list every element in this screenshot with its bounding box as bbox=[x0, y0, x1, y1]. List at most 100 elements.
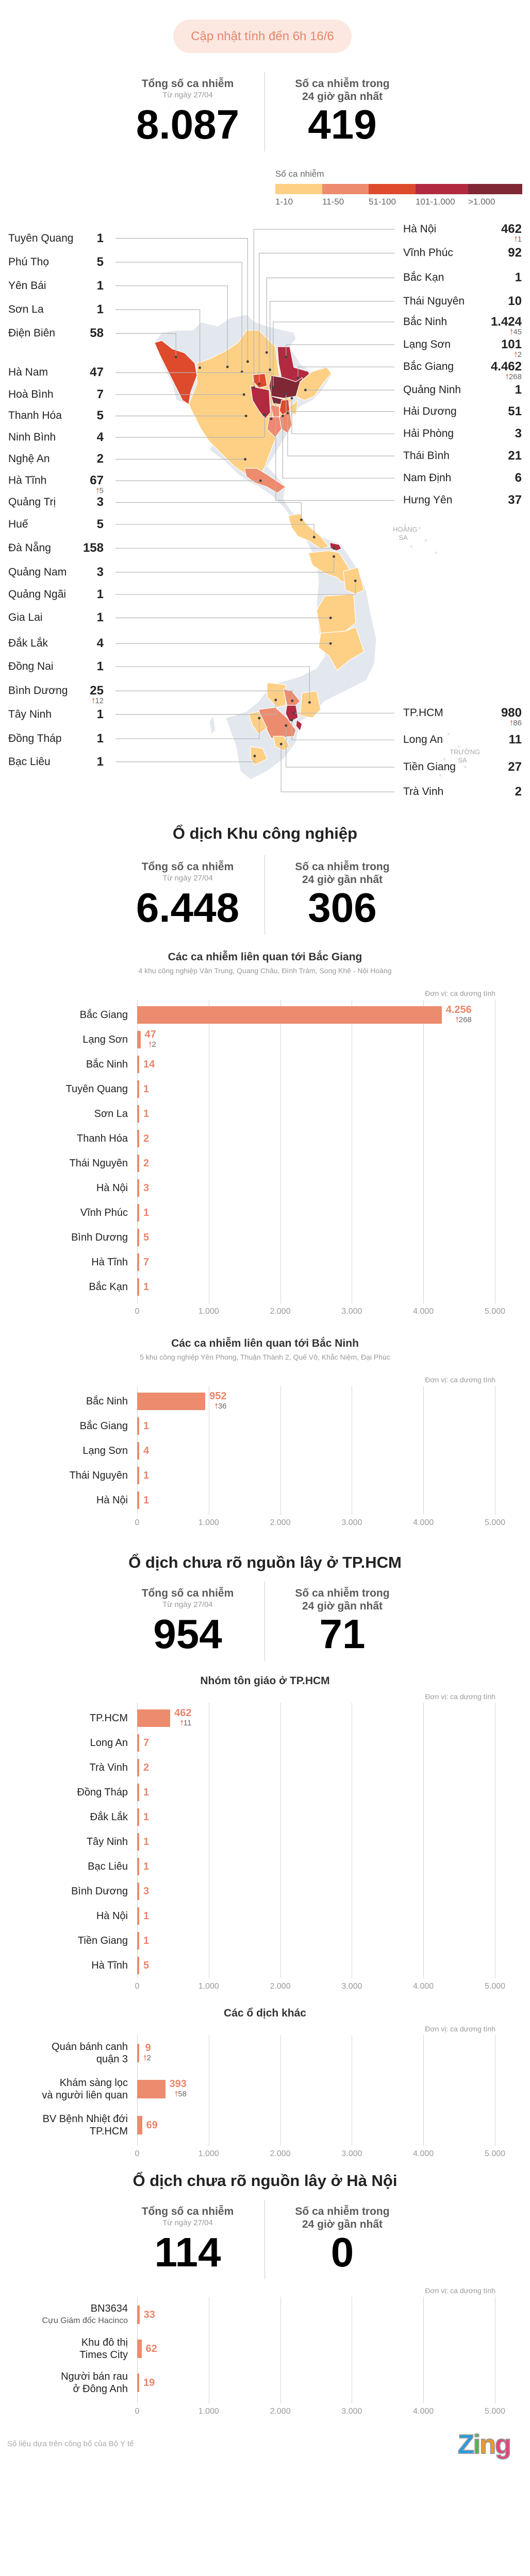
bar-value-label: 1 bbox=[143, 1837, 149, 1847]
category-label: Bình Dương bbox=[71, 1232, 128, 1243]
axis-tick-label: 4.000 bbox=[413, 1518, 434, 1527]
axis-tick-label: 0 bbox=[135, 2407, 140, 2416]
province-case-count: 1 bbox=[96, 731, 104, 745]
bar-value-label: 1 bbox=[143, 1495, 149, 1505]
province-case-count: 11 bbox=[508, 733, 522, 747]
axis-tick-label: 1.000 bbox=[198, 1518, 219, 1527]
province-case-count: 158 bbox=[82, 541, 104, 555]
province-name: Quảng Ninh bbox=[403, 384, 461, 396]
bar-value: 4.256 bbox=[445, 1004, 472, 1015]
category-label: Tiền Giang bbox=[77, 1935, 128, 1946]
bar-value: 1 bbox=[143, 1935, 150, 1946]
province-marker-dot bbox=[291, 699, 294, 702]
gridline bbox=[423, 2297, 424, 2403]
axis-tick-label: 3.000 bbox=[341, 1518, 362, 1527]
province-marker-dot bbox=[292, 711, 295, 715]
island-shape bbox=[410, 545, 413, 548]
leader-line bbox=[270, 301, 394, 370]
province-marker-dot bbox=[258, 382, 261, 385]
province-name: Bắc Ninh bbox=[403, 316, 448, 328]
axis-tick-label: 0 bbox=[135, 1982, 140, 1991]
gridline bbox=[280, 2035, 281, 2146]
province-name: Trà Vinh bbox=[403, 786, 444, 798]
section-title-hanoi: Ổ dịch chưa rõ nguồn lây ở Hà Nội bbox=[132, 2172, 397, 2190]
up-arrow-icon: 🠕 bbox=[509, 328, 514, 336]
recent-cases-label-2: 24 giờ gần nhất bbox=[302, 91, 383, 103]
gridline bbox=[423, 999, 424, 1303]
industrial-recent-value: 306 bbox=[308, 885, 377, 930]
province-case-count: 58 bbox=[90, 326, 104, 341]
leader-line bbox=[275, 401, 394, 501]
bar-value-label: 2 bbox=[143, 1158, 149, 1168]
province-case-count: 1 bbox=[96, 231, 104, 245]
bar-value-label: 5 bbox=[143, 1232, 149, 1243]
bar bbox=[137, 1709, 171, 1727]
province-marker-dot bbox=[258, 717, 261, 720]
leader-line bbox=[115, 415, 265, 438]
island-shape bbox=[447, 733, 450, 736]
province-case-count: 21 bbox=[508, 449, 522, 463]
province-marker-dot bbox=[308, 701, 311, 704]
bar-value: 1 bbox=[143, 1811, 150, 1823]
leader-line bbox=[115, 556, 335, 573]
province-marker-dot bbox=[281, 414, 284, 417]
bar bbox=[137, 1006, 442, 1024]
legend-swatch bbox=[275, 184, 322, 194]
up-arrow-icon: 🠕 bbox=[96, 486, 100, 495]
province-case-count: 27 bbox=[508, 760, 522, 774]
bar bbox=[137, 1467, 139, 1484]
bar bbox=[137, 1808, 139, 1826]
province-case-count: 5 bbox=[96, 517, 104, 531]
bar-value: 3 bbox=[143, 1886, 150, 1897]
chart-unit: Đơn vị: ca dương tính bbox=[425, 989, 495, 997]
gridline bbox=[280, 1386, 281, 1515]
hanoi-recent-value: 0 bbox=[330, 2229, 354, 2275]
bar-value-label: 1 bbox=[143, 1084, 149, 1094]
island-shape bbox=[443, 757, 446, 760]
province-case-delta: 🠕1 bbox=[514, 235, 522, 244]
province-name: Vĩnh Phúc bbox=[403, 247, 453, 259]
province-marker-dot bbox=[290, 719, 293, 722]
province-marker-dot bbox=[304, 388, 307, 392]
province-marker-dot bbox=[174, 355, 177, 359]
bar bbox=[137, 1130, 139, 1147]
bar-value: 69 bbox=[146, 2120, 158, 2131]
category-label: Đồng Tháp bbox=[77, 1787, 128, 1798]
province-name: Ninh Bình bbox=[8, 431, 56, 443]
province-marker-dot bbox=[285, 392, 288, 395]
axis-tick-label: 0 bbox=[135, 1518, 140, 1527]
province-tay-ninh bbox=[267, 682, 286, 708]
island-shape bbox=[463, 766, 467, 769]
bar bbox=[137, 1105, 139, 1123]
province-name: Thái Nguyên bbox=[403, 295, 465, 307]
leader-line bbox=[253, 229, 394, 388]
total-cases-since: Từ ngày 27/04 bbox=[162, 91, 213, 99]
province-name: Bắc Giang bbox=[403, 361, 454, 373]
bar-value-label: 1 bbox=[143, 1470, 149, 1481]
bar-value: 1 bbox=[143, 1861, 150, 1872]
section-title-industrial: Ổ dịch Khu công nghiệp bbox=[172, 824, 358, 842]
bar-value-label: 19 bbox=[143, 2378, 155, 2388]
category-label: Bắc Ninh bbox=[86, 1059, 128, 1070]
chart-title-other-clusters: Các ổ dịch khác bbox=[224, 2007, 306, 2019]
province-case-count: 1 bbox=[96, 707, 104, 721]
province-marker-dot bbox=[329, 616, 332, 619]
up-arrow-icon: 🠕 bbox=[148, 1040, 152, 1049]
bar-value-label: 2 bbox=[143, 1762, 149, 1773]
island-shape bbox=[418, 527, 421, 530]
bar-value-label: 47 🠕2 bbox=[145, 1029, 156, 1050]
category-label: Khu đô thị Times City bbox=[79, 2337, 128, 2361]
leader-line bbox=[115, 238, 248, 362]
province-marker-dot bbox=[252, 386, 255, 389]
bar bbox=[137, 1784, 139, 1801]
chart-title-bac-ninh: Các ca nhiễm liên quan tới Bắc Ninh bbox=[171, 1337, 359, 1349]
province-case-count: 462 bbox=[501, 222, 522, 236]
axis-tick-label: 3.000 bbox=[341, 2149, 362, 2158]
bar bbox=[137, 1734, 139, 1752]
bar-value: 5 bbox=[143, 1960, 150, 1971]
island-label-hoang-sa: HOÀNG SA bbox=[393, 526, 418, 541]
bar-value: 2 bbox=[143, 1762, 150, 1773]
province-name: Hưng Yên bbox=[403, 494, 453, 506]
province-marker-dot bbox=[290, 397, 293, 400]
leader-line bbox=[286, 725, 394, 768]
